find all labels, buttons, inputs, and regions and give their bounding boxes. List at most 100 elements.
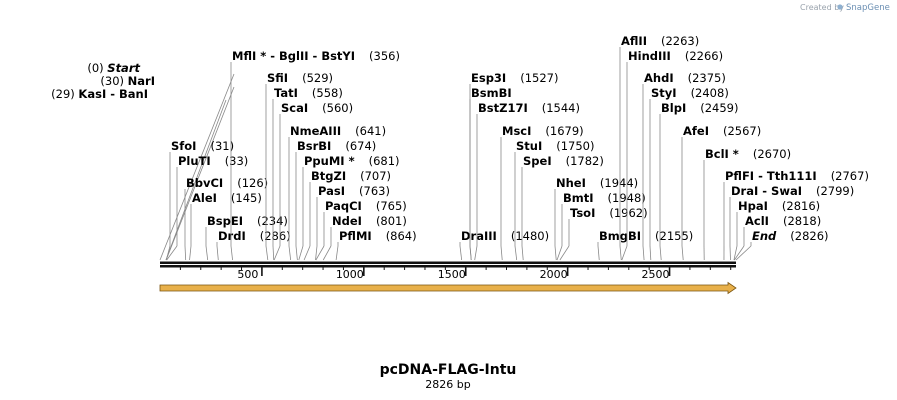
site-label: BclI * (2670) [705,147,791,161]
site-label: NheI (1944) [556,176,638,190]
dna-backbone [160,261,736,268]
restriction-site[interactable]: DrdI (286) [216,229,291,261]
restriction-site[interactable]: TsoI (1962) [559,206,648,261]
site-leader-line [621,245,628,261]
site-leader-line [159,73,235,261]
site-label: NmeAIII (641) [290,124,386,138]
site-label: MscI (1679) [502,124,584,138]
site-leader-line [681,245,684,261]
site-label: DrdI (286) [218,229,291,243]
site-label: AflII (2263) [621,34,699,48]
restriction-site[interactable]: NdeI (801) [322,214,407,261]
restriction-site[interactable]: PaqCI (765) [315,199,407,261]
site-label: AleI (145) [192,191,262,205]
restriction-site[interactable]: NmeAIII (641) [288,124,386,261]
site-leader-line [474,245,478,261]
site-label: PasI (763) [318,184,390,198]
restriction-site[interactable]: BtgZI (707) [303,169,391,261]
site-label: StuI (1750) [516,139,595,153]
site-leader-line [335,245,339,261]
restriction-site[interactable]: PasI (763) [315,184,390,261]
restriction-site[interactable]: HindIII (2266) [621,49,723,261]
site-label: BmtI (1948) [563,191,646,205]
restriction-site[interactable]: MscI (1679) [500,124,584,261]
restriction-site[interactable]: BstZ17I (1544) [474,101,580,261]
site-label: MflI * - BglII - BstYI (356) [232,49,400,63]
ruler-tick-label: 1000 [336,268,364,281]
credit: Created by SnapGene [800,3,890,13]
site-leader-line [165,245,171,261]
restriction-site[interactable]: BclI * (2670) [703,147,791,261]
restriction-site[interactable]: SfiI (529) [265,71,333,261]
restriction-site[interactable]: DraIII (1480) [459,229,549,261]
site-label: (29) KasI - BanI [51,87,148,101]
site-label: ScaI (560) [281,101,353,115]
restriction-site[interactable]: DraI - SwaI (2799) [729,184,854,261]
restriction-site[interactable]: (30) NarI [100,74,235,261]
site-leader-line [734,245,745,261]
restriction-site[interactable]: PpuMI * (681) [298,154,400,261]
site-label: Esp3I (1527) [471,71,558,85]
feature-arrow[interactable] [159,281,737,295]
site-label: BspEI (234) [207,214,288,228]
site-leader-line [205,245,209,261]
site-label: AfeI (2567) [683,124,761,138]
site-leader-line [619,245,622,261]
site-label: PflFI - Tth111I (2767) [725,169,869,183]
site-label: BmgBI (2155) [599,229,693,243]
restriction-site[interactable]: StyI (2408) [649,86,729,261]
site-leader-line [189,245,192,261]
ruler-tick-label: 1500 [438,268,466,281]
restriction-site[interactable]: AhdI (2375) [642,71,726,261]
restriction-site[interactable]: SpeI (1782) [521,154,604,261]
restriction-site[interactable]: StuI (1750) [514,139,595,261]
site-label: PluTI (33) [178,154,248,168]
site-leader-line [265,245,269,261]
restriction-site[interactable]: BmtI (1948) [556,191,646,261]
site-label: AhdI (2375) [644,71,726,85]
site-leader-line [733,245,738,261]
backbone-top-strand [160,261,736,264]
restriction-site[interactable]: AfeI (2567) [681,124,761,261]
restriction-site[interactable]: TatI (558) [272,86,343,261]
site-label: BstZ17I (1544) [478,101,580,115]
restriction-site[interactable]: AclI (2818) [734,214,821,261]
restriction-site[interactable]: AflII (2263) [619,34,699,261]
site-leader-line [216,245,219,261]
site-leader-line [559,245,570,261]
site-label: BbvCI (126) [186,176,268,190]
site-leader-line [500,245,503,261]
site-label: HindIII (2266) [628,49,723,63]
site-label: SfoI (31) [171,139,234,153]
site-leader-line [298,245,304,261]
site-leader-line [556,245,563,261]
restriction-site[interactable]: HpaI (2816) [733,199,820,261]
restriction-site[interactable]: (0) Start [87,61,235,261]
restriction-site[interactable]: (29) KasI - BanI [51,87,227,261]
restriction-site[interactable]: BbvCI (126) [184,176,268,261]
restriction-site[interactable]: BsrBI (674) [295,139,376,261]
ruler: 500 1000 1500 2000 2500 [179,267,732,281]
restriction-site[interactable]: PflMI (864) [335,229,417,261]
site-label: PaqCI (765) [325,199,407,213]
site-label: NdeI (801) [332,214,407,228]
restriction-site[interactable]: SfoI (31) [165,139,234,261]
restriction-site[interactable]: BmgBI (2155) [597,229,693,261]
ruler-tick-label: 2500 [642,268,670,281]
restriction-site[interactable]: PflFI - Tth111I (2767) [723,169,869,261]
restriction-site[interactable]: ScaI (560) [273,101,353,261]
restriction-site[interactable]: MflI * - BglII - BstYI (356) [230,49,400,261]
restriction-site[interactable]: AleI (145) [189,191,262,261]
restriction-site[interactable]: BlpI (2459) [659,101,738,261]
restriction-site[interactable]: PluTI (33) [166,154,249,261]
restriction-site[interactable]: BsmBI [469,86,512,261]
site-leader-line [315,245,318,261]
restriction-site[interactable]: End (2826) [735,229,829,261]
site-label: (30) NarI [100,74,155,88]
site-label: (0) Start [87,61,140,75]
site-label: SfiI (529) [267,71,333,85]
site-leader-line [642,245,645,261]
restriction-site[interactable]: NheI (1944) [554,176,638,261]
site-leader-line [273,245,281,261]
